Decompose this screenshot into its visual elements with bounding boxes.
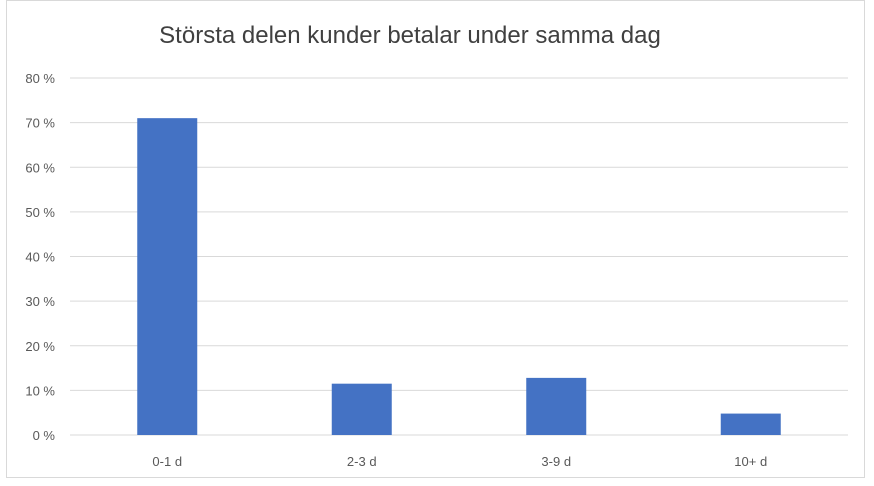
chart-title: Största delen kunder betalar under samma…	[159, 22, 661, 49]
y-tick-label: 40 %	[25, 250, 55, 265]
x-tick-label: 2-3 d	[347, 454, 377, 469]
y-tick-label: 30 %	[25, 294, 55, 309]
y-tick-label: 60 %	[25, 160, 55, 175]
x-tick-label: 10+ d	[734, 454, 767, 469]
chart-border	[6, 0, 865, 478]
y-tick-label: 10 %	[25, 383, 55, 398]
y-tick-label: 70 %	[25, 116, 55, 131]
bar	[720, 413, 781, 435]
bar	[526, 377, 587, 435]
y-tick-label: 50 %	[25, 205, 55, 220]
bar	[331, 383, 392, 435]
bar	[137, 118, 198, 435]
y-tick-label: 80 %	[25, 71, 55, 86]
y-tick-label: 20 %	[25, 339, 55, 354]
y-tick-label: 0 %	[33, 428, 56, 443]
x-tick-label: 3-9 d	[541, 454, 571, 469]
x-tick-label: 0-1 d	[152, 454, 182, 469]
